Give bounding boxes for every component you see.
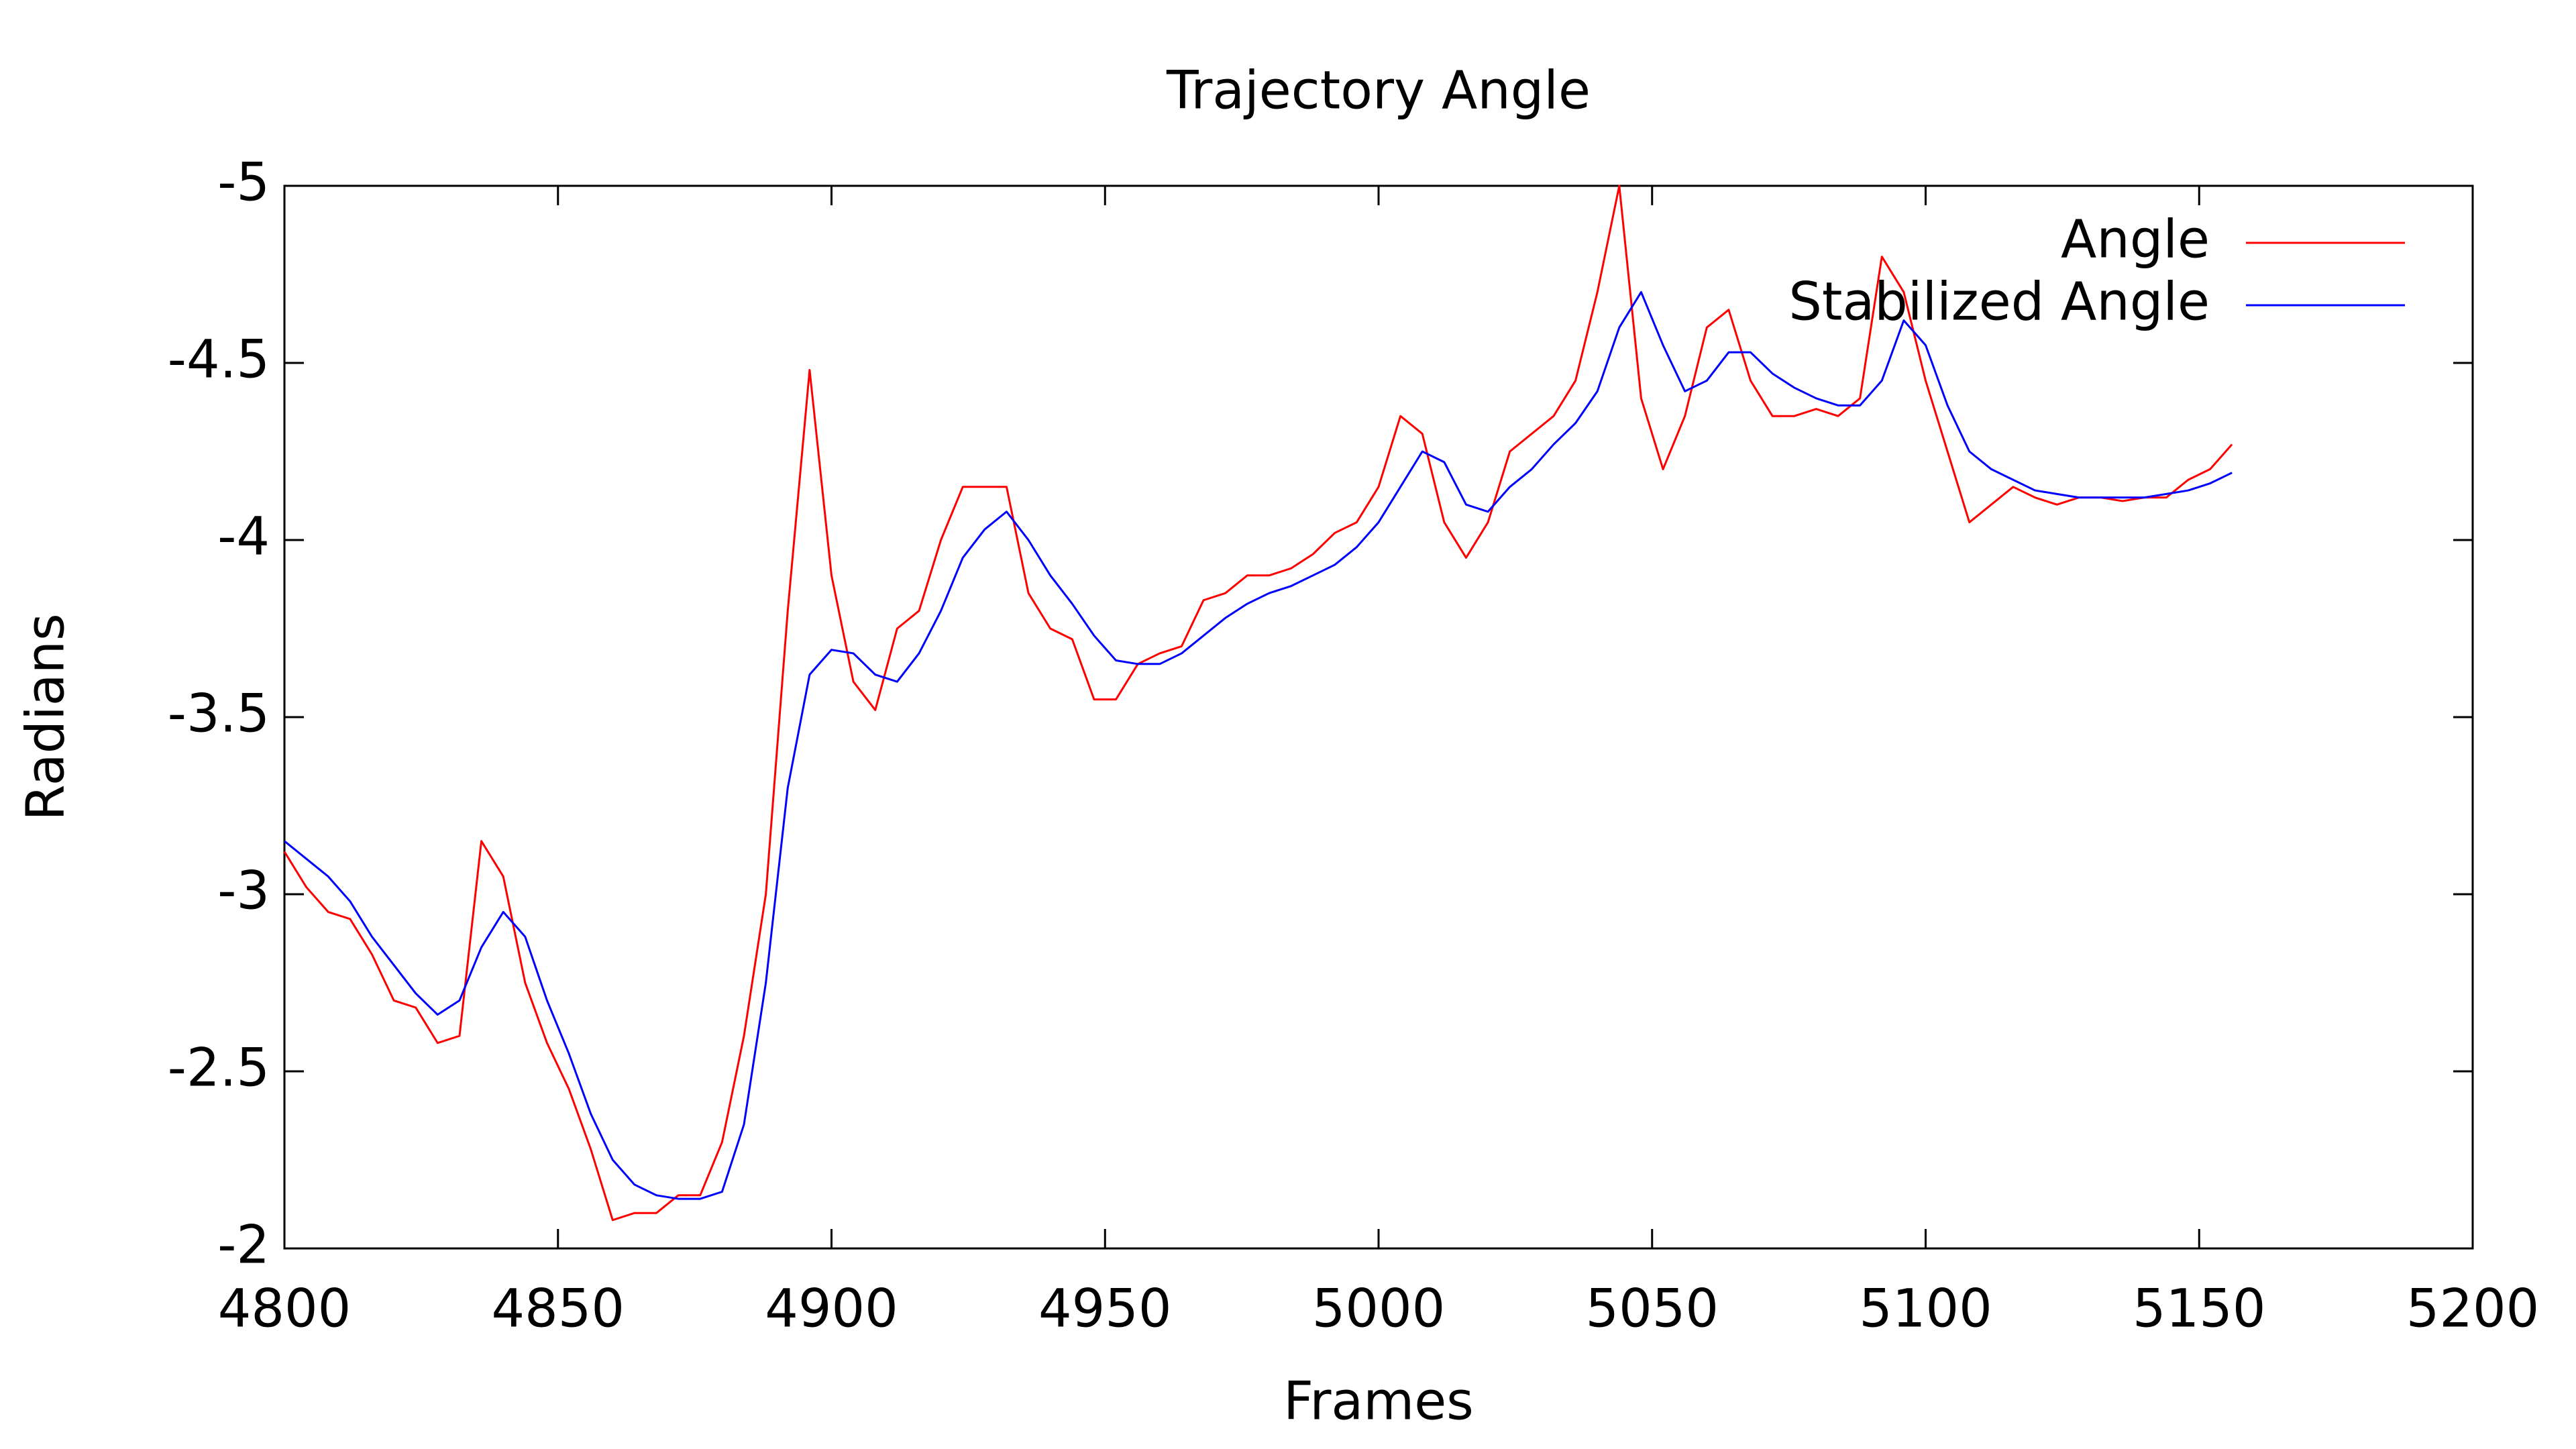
y-tick-label: -2.5 (168, 1038, 270, 1098)
plot-frame (283, 184, 2474, 1250)
x-tick-label: 5150 (2133, 1279, 2266, 1339)
x-tick-label: 5050 (1585, 1279, 1719, 1339)
x-tick-label: 4800 (218, 1279, 352, 1339)
data-line (284, 290, 2233, 1200)
x-tick-label: 5100 (1859, 1279, 1992, 1339)
y-axis-label: Radians (15, 613, 76, 820)
x-tick-label: 5200 (2406, 1279, 2540, 1339)
x-axis-label: Frames (1283, 1371, 1474, 1432)
legend-label: Stabilized Angle (1788, 272, 2210, 332)
x-tick-label: 4950 (1038, 1279, 1172, 1339)
x-tick-label: 5000 (1312, 1279, 1446, 1339)
legend-label: Angle (2061, 209, 2210, 270)
y-tick-label: -3.5 (168, 684, 270, 744)
y-tick-label: -5 (217, 152, 270, 213)
y-tick-label: -4 (217, 506, 270, 567)
x-tick-label: 4900 (765, 1279, 898, 1339)
data-line (283, 184, 2233, 1222)
y-tick-label: -2 (217, 1215, 270, 1275)
x-tick-label: 4850 (491, 1279, 625, 1339)
y-tick-label: -3 (217, 861, 270, 921)
y-tick-label: -4.5 (168, 329, 270, 390)
chart-title: Trajectory Angle (1166, 60, 1591, 121)
